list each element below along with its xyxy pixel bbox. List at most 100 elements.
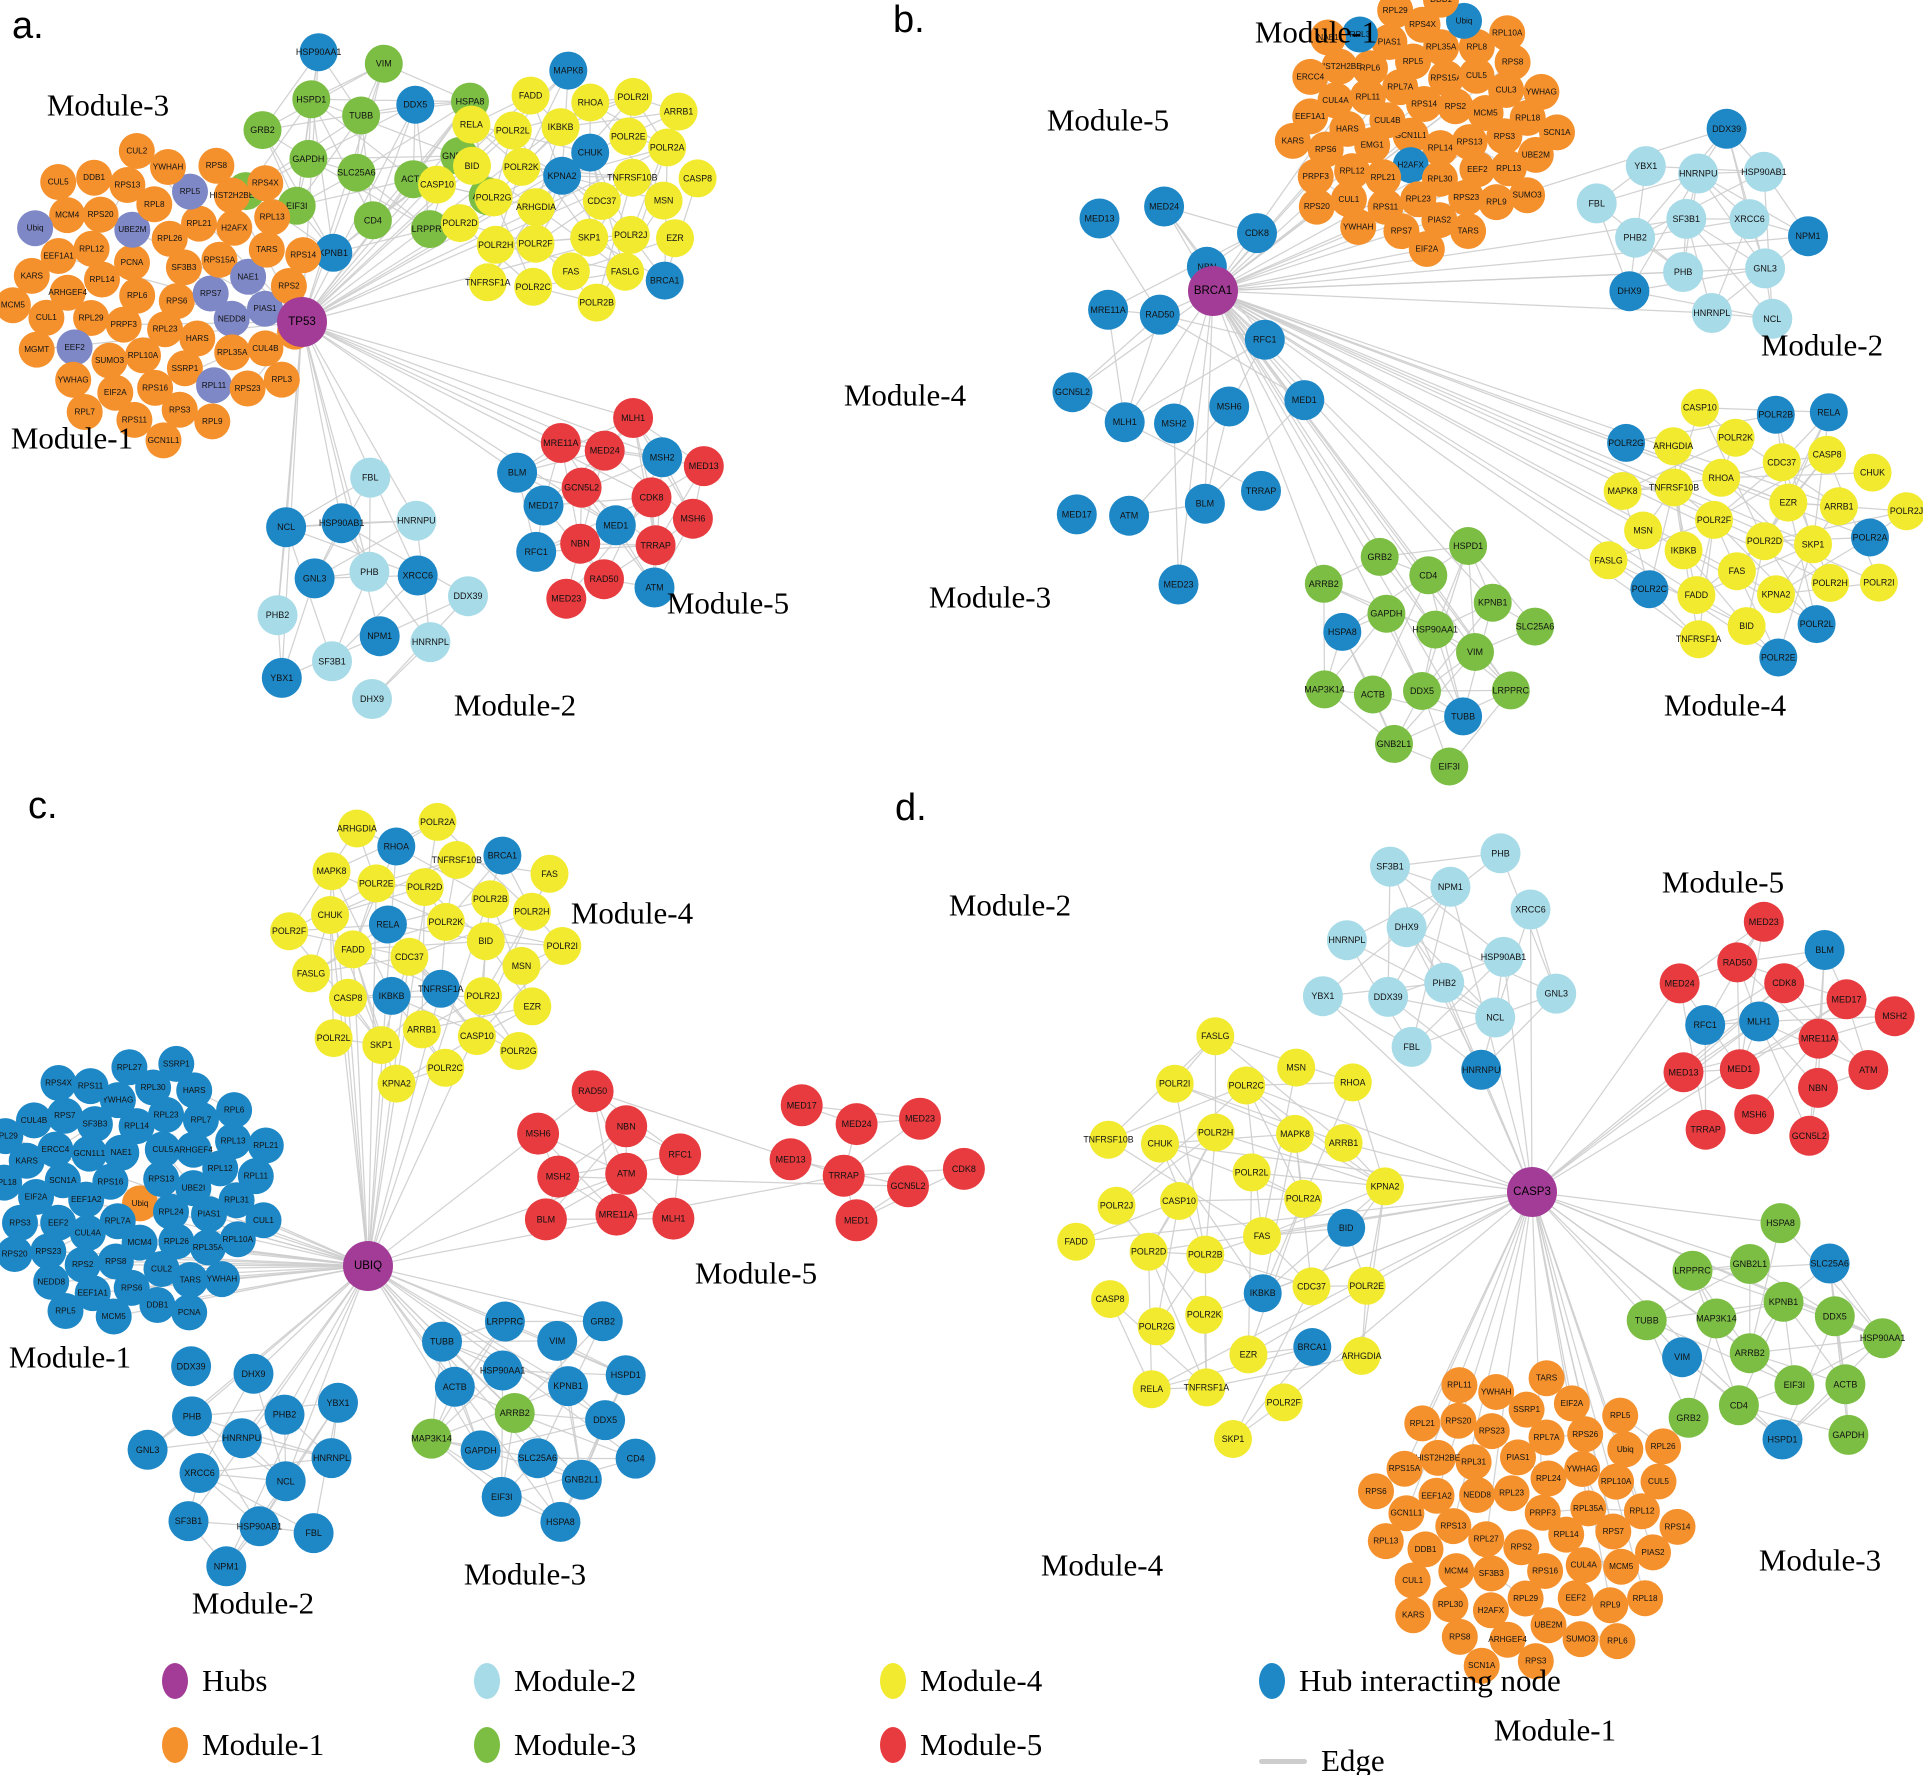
edge bbox=[1763, 412, 1830, 542]
network-node bbox=[84, 261, 120, 298]
edge bbox=[1389, 866, 1504, 958]
network-node bbox=[1097, 1186, 1136, 1225]
network-node bbox=[1702, 458, 1741, 497]
network-node bbox=[1716, 418, 1755, 457]
network-node bbox=[1668, 1397, 1709, 1438]
network-node bbox=[1383, 213, 1420, 250]
network-node bbox=[835, 1199, 878, 1242]
network-node bbox=[312, 852, 351, 891]
edge bbox=[1124, 339, 1266, 423]
network-node bbox=[135, 1069, 172, 1106]
network-node bbox=[460, 1430, 501, 1471]
network-node bbox=[1743, 901, 1784, 942]
network-node bbox=[314, 233, 353, 272]
network-node bbox=[452, 105, 491, 144]
network-node bbox=[1625, 146, 1666, 187]
network-node bbox=[1745, 248, 1786, 289]
edge bbox=[1174, 1083, 1296, 1135]
edge bbox=[501, 1370, 504, 1497]
edge bbox=[1072, 290, 1214, 393]
network-node bbox=[410, 210, 449, 249]
network-node bbox=[1341, 16, 1378, 53]
edge bbox=[1116, 1131, 1216, 1207]
network-node bbox=[1475, 997, 1516, 1038]
edge bbox=[372, 104, 416, 221]
edge bbox=[301, 321, 634, 419]
network-node bbox=[0, 287, 31, 324]
network-node bbox=[257, 595, 298, 636]
edge bbox=[1212, 290, 1817, 625]
module-label: Module-4 bbox=[1664, 688, 1787, 723]
network-node bbox=[546, 578, 587, 619]
edge bbox=[301, 177, 633, 323]
network-node bbox=[516, 531, 557, 572]
edge bbox=[301, 321, 343, 524]
network-node bbox=[1729, 1333, 1770, 1374]
network-node bbox=[656, 219, 694, 258]
network-node bbox=[584, 430, 625, 471]
edge bbox=[1343, 1142, 1533, 1193]
network-node bbox=[1517, 136, 1554, 173]
network-node bbox=[1539, 114, 1575, 151]
network-node bbox=[499, 1032, 538, 1070]
network-node bbox=[513, 987, 552, 1026]
edge bbox=[310, 99, 374, 221]
network-node bbox=[109, 167, 146, 203]
hub-node bbox=[1507, 1167, 1557, 1217]
network-node bbox=[1814, 1296, 1855, 1337]
network-node bbox=[150, 149, 186, 185]
network-node bbox=[158, 1223, 195, 1260]
network-node bbox=[1297, 158, 1334, 195]
network-node bbox=[609, 117, 648, 156]
network-node bbox=[179, 320, 216, 357]
edge bbox=[1787, 502, 1818, 625]
network-node bbox=[1645, 1428, 1682, 1465]
network-node bbox=[289, 139, 328, 178]
network-node bbox=[1663, 1052, 1704, 1093]
edge bbox=[1124, 421, 1262, 492]
edge bbox=[1173, 423, 1180, 585]
network-node bbox=[484, 1301, 525, 1342]
network-node bbox=[1530, 1460, 1567, 1497]
network-node bbox=[1685, 1005, 1726, 1045]
edge bbox=[1529, 909, 1533, 1193]
edge bbox=[1212, 218, 1687, 292]
module-label: Module-4 bbox=[1041, 1548, 1164, 1583]
edge bbox=[1346, 939, 1496, 1019]
network-node bbox=[125, 337, 161, 374]
edge bbox=[1421, 1191, 1533, 1424]
network-node bbox=[1104, 402, 1145, 443]
network-node bbox=[171, 1346, 212, 1387]
edge bbox=[1764, 510, 1907, 542]
edge bbox=[1435, 1191, 1533, 1496]
network-node bbox=[176, 1072, 213, 1109]
network-node bbox=[311, 896, 350, 934]
network-node bbox=[17, 210, 54, 247]
panel-letter: c. bbox=[28, 785, 58, 827]
network-node bbox=[411, 1418, 452, 1459]
edge bbox=[1777, 544, 1814, 658]
module-label: Module-3 bbox=[47, 88, 169, 123]
network-node bbox=[530, 854, 569, 893]
network-node bbox=[606, 252, 645, 291]
network-node bbox=[595, 505, 636, 546]
edge bbox=[1781, 462, 1831, 584]
network-node bbox=[113, 1269, 150, 1306]
network-node bbox=[571, 1070, 614, 1113]
network-node bbox=[1478, 1374, 1515, 1410]
edge bbox=[1212, 290, 1871, 539]
network-node bbox=[1277, 1048, 1316, 1087]
network-node bbox=[523, 485, 564, 526]
edge bbox=[1531, 998, 1847, 1193]
network-node bbox=[1461, 1049, 1502, 1090]
network-node bbox=[8, 1142, 45, 1179]
edge bbox=[1151, 1191, 1533, 1390]
network-node bbox=[1342, 1336, 1381, 1375]
edge bbox=[329, 914, 335, 1039]
network-node bbox=[1655, 468, 1693, 507]
edge bbox=[1245, 1084, 1533, 1193]
edge bbox=[301, 321, 518, 474]
edge bbox=[1531, 1021, 1760, 1193]
edge bbox=[1739, 998, 1847, 1070]
